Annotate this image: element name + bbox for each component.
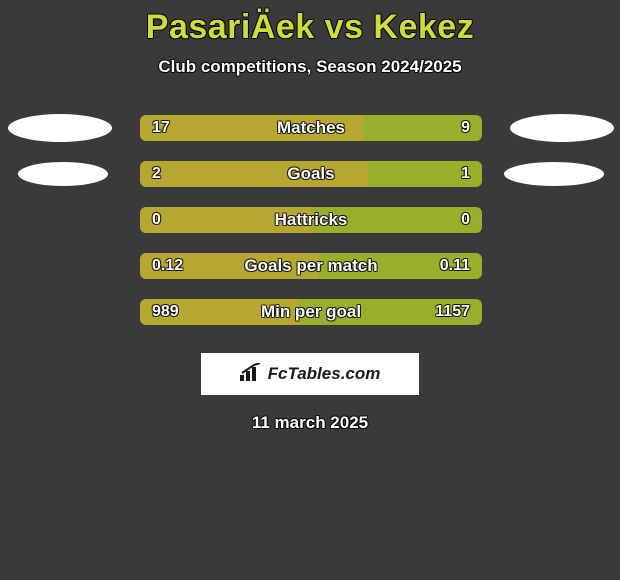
page-title: PasariÄek vs Kekez (0, 8, 620, 47)
stat-label: Goals per match (244, 256, 377, 276)
page-subtitle: Club competitions, Season 2024/2025 (0, 57, 620, 77)
stat-bar: Hattricks 0 0 (140, 207, 482, 233)
player-badge-left (18, 162, 108, 186)
stat-label: Matches (277, 118, 345, 138)
stat-value-right: 0 (461, 211, 470, 229)
stat-value-left: 2 (152, 165, 161, 183)
player-badge-right (510, 114, 614, 142)
stat-bar: Goals per match 0.12 0.11 (140, 253, 482, 279)
stats-rows: Matches 17 9 Goals 2 1 Hattricks 0 0 Goals per ma… (0, 105, 620, 335)
bars-icon (240, 363, 262, 386)
stat-bar: Min per goal 989 1157 (140, 299, 482, 325)
stat-value-right: 0.11 (440, 257, 470, 275)
stat-row: Min per goal 989 1157 (0, 289, 620, 335)
player-badge-left (8, 114, 112, 142)
stat-row: Goals per match 0.12 0.11 (0, 243, 620, 289)
stat-value-left: 0.12 (152, 257, 183, 275)
player-badge-right (504, 162, 604, 186)
stat-value-left: 17 (152, 119, 170, 137)
date-text: 11 march 2025 (0, 413, 620, 433)
stat-bar: Goals 2 1 (140, 161, 482, 187)
stat-label: Goals (287, 164, 334, 184)
stat-label: Hattricks (275, 210, 348, 230)
stat-value-right: 1157 (435, 303, 470, 321)
stat-label: Min per goal (261, 302, 361, 322)
stat-value-left: 989 (152, 303, 179, 321)
stat-value-right: 9 (461, 119, 470, 137)
stat-row: Hattricks 0 0 (0, 197, 620, 243)
stat-bar: Matches 17 9 (140, 115, 482, 141)
stat-value-left: 0 (152, 211, 161, 229)
stat-row: Goals 2 1 (0, 151, 620, 197)
brand-box: FcTables.com (201, 353, 419, 395)
stat-value-right: 1 (461, 165, 470, 183)
stat-row: Matches 17 9 (0, 105, 620, 151)
brand-text: FcTables.com (268, 364, 381, 384)
